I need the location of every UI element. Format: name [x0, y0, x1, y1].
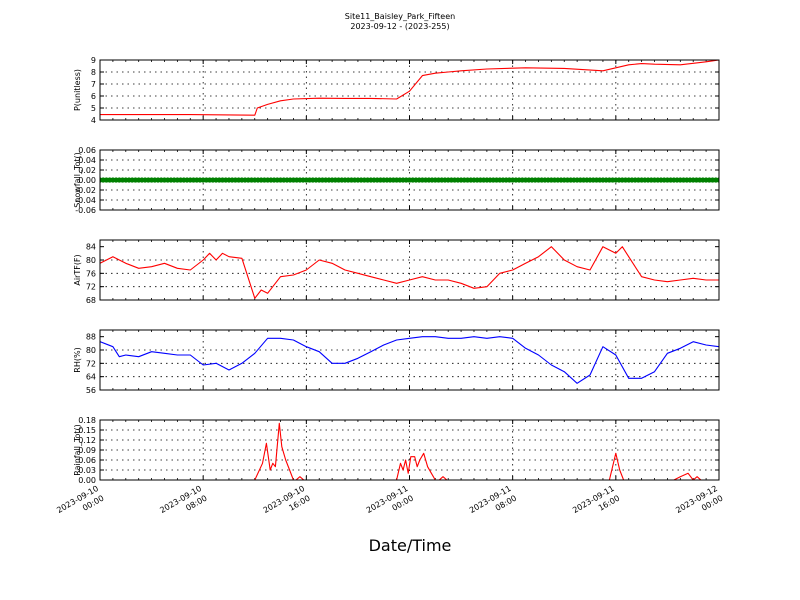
- y-tick-label: 88: [86, 333, 96, 342]
- y-tick-label: 9: [91, 56, 96, 65]
- y-tick-label: -0.06: [75, 206, 96, 215]
- y-axis-label: P(unitless): [73, 69, 82, 111]
- series-group: [100, 246, 719, 299]
- y-tick-label: 56: [86, 386, 96, 395]
- panel-5: 0.000.030.060.090.120.150.18Rainfall_Tot…: [73, 416, 720, 485]
- y-tick-label: 0.15: [78, 426, 96, 435]
- x-tick-label: 2023-09-1016:00: [262, 484, 312, 525]
- y-tick-label: 0.03: [78, 466, 96, 475]
- panel-3: 68 72 76 80 84 AirTF(F): [73, 239, 720, 305]
- y-tick-label: -0.02: [75, 186, 96, 195]
- series-group: [100, 336, 719, 384]
- chart-title: Site11_Baisley_Park_Fifteen: [345, 12, 455, 21]
- x-tick-label: 2023-09-1116:00: [571, 484, 621, 525]
- y-tick-label: 0.00: [78, 476, 96, 485]
- y-tick-label: 6: [91, 92, 96, 101]
- series-line: [100, 60, 719, 116]
- y-tick-label: 0.09: [78, 446, 96, 455]
- y-tick-label: 0.02: [78, 166, 96, 175]
- y-tick-label: 68: [86, 296, 96, 305]
- y-tick-label: 0.12: [78, 436, 96, 445]
- axes-frame: [99, 329, 720, 391]
- chart-subtitle: 2023-09-12 - (2023-255): [350, 22, 449, 31]
- y-tick-label: 5: [91, 104, 96, 113]
- y-tick-label: 7: [91, 80, 96, 89]
- y-tick-label: 0.06: [78, 456, 96, 465]
- axes-frame: [99, 59, 720, 121]
- y-axis-label: RH(%): [73, 347, 82, 372]
- series-group: [100, 177, 719, 183]
- series-group: [100, 60, 719, 116]
- y-tick-label: 80: [86, 346, 96, 355]
- series-line: [100, 422, 719, 480]
- x-axis-label: Date/Time: [369, 536, 452, 555]
- y-tick-label: 80: [86, 256, 96, 265]
- y-tick-label: 76: [86, 269, 96, 278]
- data-point: [716, 177, 719, 183]
- x-tick-label: 2023-09-1000:00: [55, 484, 105, 525]
- axes-frame: [99, 239, 720, 301]
- panel-1: 4 5 6 7 8 9 P(unitless): [73, 56, 720, 125]
- y-tick-label: 8: [91, 68, 96, 77]
- panel-4: 56 64 72 80 88 RH(%): [73, 329, 720, 395]
- series-group: [100, 422, 719, 480]
- y-axis-label: Snowfall_Tot(): [73, 152, 82, 208]
- series-line: [100, 336, 719, 384]
- y-tick-label: 84: [86, 243, 96, 252]
- x-tick-label: 2023-09-1108:00: [468, 484, 518, 525]
- axes-frame: [99, 419, 720, 481]
- x-tick-label: 2023-09-1100:00: [365, 484, 415, 525]
- axes-frame: [99, 149, 720, 211]
- x-tick-labels: 2023-09-1000:00 2023-09-1008:00 2023-09-10…: [55, 484, 724, 525]
- y-tick-label: -0.04: [75, 196, 96, 205]
- series-line: [100, 246, 719, 299]
- y-tick-label: 0.06: [78, 146, 96, 155]
- y-tick-label: 64: [86, 373, 96, 382]
- y-axis-label: Rainfall_Tot(): [73, 424, 82, 476]
- x-tick-label: 2023-09-1200:00: [674, 484, 724, 525]
- x-tick-label: 2023-09-1008:00: [158, 484, 208, 525]
- y-tick-label: 0.00: [78, 176, 96, 185]
- panels: 456789P(unitless)-0.06-0.04-0.020.000.02…: [73, 56, 720, 485]
- y-tick-label: 72: [86, 283, 96, 292]
- y-tick-label: 72: [86, 359, 96, 368]
- y-tick-label: 0.04: [78, 156, 96, 165]
- y-tick-label: 4: [91, 116, 96, 125]
- y-axis-label: AirTF(F): [73, 254, 82, 285]
- y-tick-label: 0.18: [78, 416, 96, 425]
- panel-2: -0.06-0.04-0.020.000.020.040.06Snowfall_…: [73, 146, 720, 215]
